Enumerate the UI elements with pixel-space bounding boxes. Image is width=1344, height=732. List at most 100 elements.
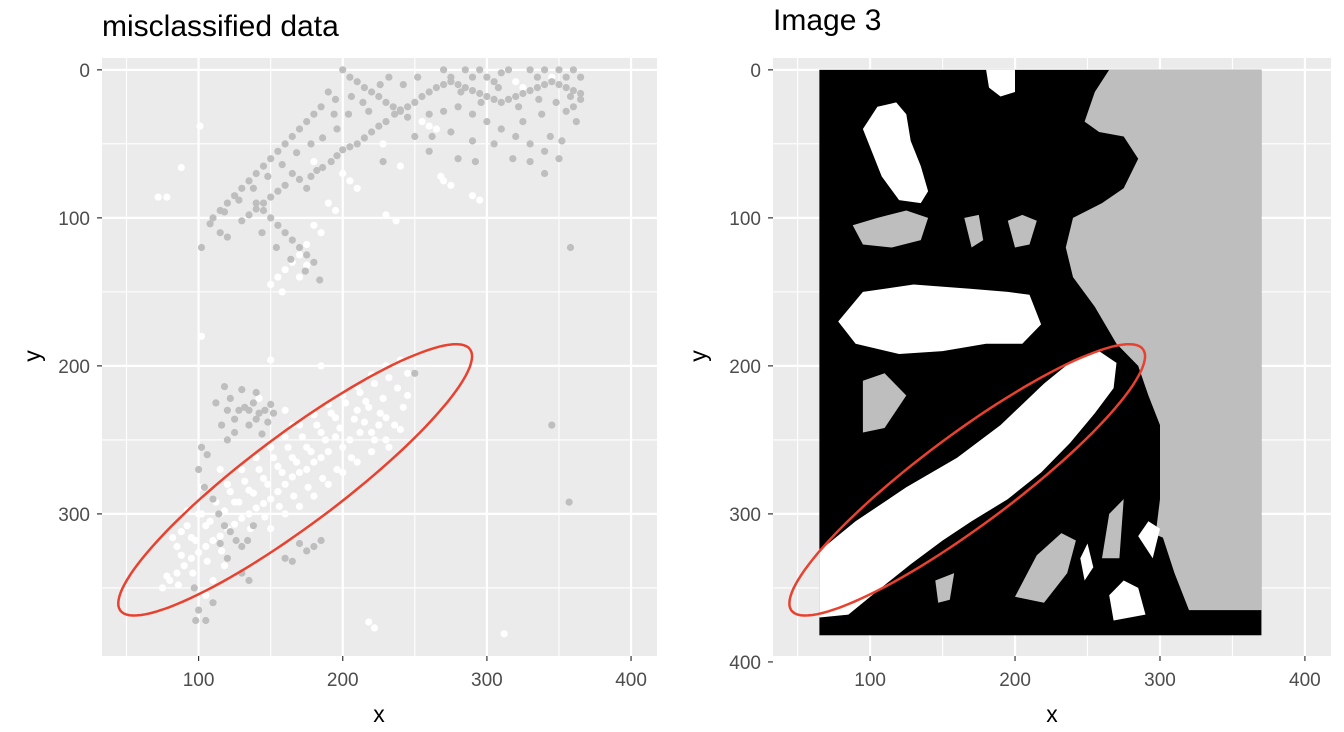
point-gray [382,118,390,126]
point-gray [216,229,224,237]
point-gray [569,103,578,111]
point-gray [404,103,412,111]
point-white [274,462,282,471]
y-tick-label: 200 [729,357,761,378]
region-white [1080,543,1094,581]
point-gray [391,110,399,118]
point-white [353,184,361,192]
point-white [195,510,203,518]
point-white [177,551,185,559]
point-gray [190,584,198,592]
point-white [310,492,318,500]
point-white [382,436,390,444]
point-white [356,428,364,437]
point-white [252,454,260,462]
point-gray [385,73,393,81]
point-gray [216,539,224,548]
point-gray [238,184,246,192]
point-white [245,486,253,494]
point-white [218,547,226,555]
point-white [290,492,298,500]
point-gray [411,98,419,106]
point-gray [490,140,498,148]
point-white [202,542,210,551]
point-gray [238,386,246,394]
point-gray [565,498,573,506]
point-white [370,380,379,388]
point-white [365,403,373,411]
point-white [241,477,249,485]
point-gray [515,103,523,111]
point-white [206,517,214,525]
point-gray [293,149,301,157]
point-gray [562,84,570,92]
point-gray [245,421,253,429]
point-gray [562,107,570,115]
point-white [476,196,484,204]
point-gray [269,409,278,417]
point-white [245,510,253,518]
point-gray [447,128,455,136]
region-white [986,69,1015,97]
chart-title: Image 3 [773,4,881,37]
confidence-ellipse [788,342,1147,617]
point-gray [440,81,448,89]
y-tick-label: 200 [58,357,90,378]
point-gray [252,415,260,423]
region-gray [852,210,929,248]
point-gray [541,66,549,74]
point-gray [375,122,383,130]
region-gray [1015,533,1076,603]
x-tick-label: 400 [615,670,647,691]
point-gray [261,406,269,414]
point-gray [249,522,257,530]
point-white [197,332,206,340]
point-gray [344,110,353,118]
point-gray [447,73,455,81]
point-gray [454,81,462,89]
point-white [321,436,329,444]
point-gray [259,162,268,170]
point-white [281,433,289,441]
point-white [396,162,404,170]
point-white [209,576,217,585]
point-gray [310,258,318,266]
point-white [339,169,347,178]
point-gray [220,522,229,530]
point-white [303,443,311,451]
point-gray [477,98,485,106]
point-gray [220,383,229,391]
point-gray [231,428,239,437]
point-gray [252,205,260,213]
point-gray [267,214,275,222]
point-gray [303,547,311,555]
point-gray [220,208,229,216]
point-gray [519,118,527,126]
point-gray [512,92,520,101]
point-gray [209,599,217,607]
point-gray [281,554,289,562]
point-gray [526,140,534,148]
point-gray [319,134,327,142]
point-white [385,443,393,451]
point-gray [218,421,226,429]
point-gray [333,125,341,133]
ellipse-layer [117,342,474,617]
point-gray [526,87,534,95]
point-white [274,488,282,496]
segmentation-image [819,69,1262,636]
point-white [500,630,508,638]
point-white [163,572,171,580]
point-white [317,362,325,370]
point-white [187,554,195,562]
point-gray [425,147,433,155]
point-gray [382,98,390,106]
point-white [319,474,327,482]
point-gray [259,199,268,207]
point-white [293,458,301,466]
point-white [303,261,311,269]
point-white [512,78,520,86]
point-white [317,428,325,437]
point-gray [555,81,563,89]
